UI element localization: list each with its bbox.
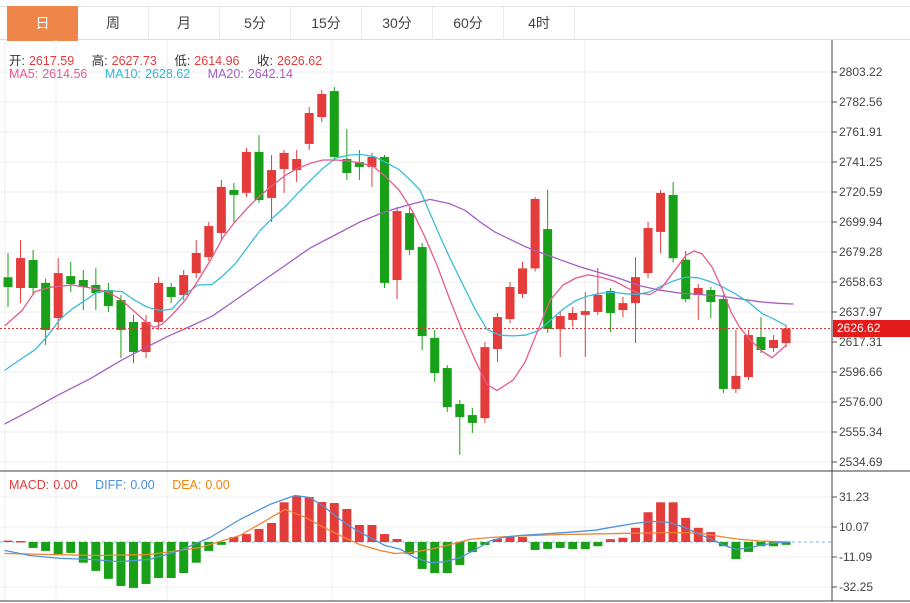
tab-4hour[interactable]: 4时 [504,7,575,40]
ma20-label: MA20: [207,67,244,81]
diff-value: 0.00 [130,478,155,492]
price-axis-label: 2658.63 [839,275,883,289]
macd-axis-label: -11.09 [839,550,873,564]
macd-label: MACD: [9,478,50,492]
ma5-value: 2614.56 [42,67,88,81]
tab-15min[interactable]: 15分 [291,7,362,40]
ma5-line [4,159,787,392]
chart-area[interactable]: 开: 2617.59 高: 2627.73 低: 2614.96 收: 2626.62 … [0,40,910,603]
price-axis-label: 2637.97 [839,305,883,319]
price-axis-label: 2617.31 [839,335,883,349]
tab-60min[interactable]: 60分 [433,7,504,40]
diff-label: DIFF: [95,478,127,492]
open-label: 开: [9,54,25,68]
price-axis-label: 2596.66 [839,365,883,379]
macd-legend: MACD: 0.00 DIFF: 0.00 DEA: 0.00 [9,478,234,492]
ma10-value: 2628.62 [145,67,191,81]
ma-legend: MA5: 2614.56 MA10: 2628.62 MA20: 2642.14 [9,67,297,81]
ma20-line [4,198,794,425]
price-axis-label: 2741.25 [839,155,883,169]
price-axis-label: 2803.22 [839,65,883,79]
macd-axis-label: -32.25 [839,580,874,594]
low-value: 2614.96 [194,54,240,68]
price-axis-label: 2555.34 [839,425,883,439]
close-label: 收: [256,54,273,68]
ohlc-legend: 开: 2617.59 高: 2627.73 低: 2614.96 收: 2626.62 [9,50,326,69]
tab-week[interactable]: 周 [78,7,149,40]
tab-month[interactable]: 月 [149,7,220,40]
macd-histogram [3,496,791,588]
open-value: 2617.59 [28,54,75,68]
ma20-value: 2642.14 [247,67,293,81]
chart-frame [0,40,910,602]
tab-30min[interactable]: 30分 [362,7,433,40]
candles [3,86,791,455]
price-axis-label: 2699.94 [839,215,883,229]
current-price-badge: 2626.62 [833,319,910,337]
ma5-label: MA5: [9,67,39,81]
low-label: 低: [174,54,191,68]
high-value: 2627.73 [111,54,157,68]
timeframe-tabbar: 日 周 月 5分 15分 30分 60分 4时 [0,6,910,41]
close-value: 2626.62 [276,54,323,68]
price-axis-label: 2720.59 [839,185,883,199]
ma10-line [4,153,787,371]
dea-value: 0.00 [205,478,230,492]
kline-chart[interactable] [0,40,910,603]
macd-value: 0.00 [53,478,78,492]
dea-label: DEA: [172,478,202,492]
price-axis-label: 2679.28 [839,245,883,259]
tab-day[interactable]: 日 [7,6,78,41]
price-axis-label: 2534.69 [839,455,883,469]
tab-5min[interactable]: 5分 [220,7,291,40]
high-label: 高: [91,54,108,68]
macd-axis-label: 31.23 [839,490,870,504]
price-axis-label: 2761.91 [839,125,883,139]
price-axis-label: 2576.00 [839,395,883,409]
dea-line [4,508,791,557]
ma10-label: MA10: [104,67,141,81]
price-axis-label: 2782.56 [839,95,883,109]
dif-line [4,494,791,564]
macd-axis-label: 10.07 [839,520,870,534]
